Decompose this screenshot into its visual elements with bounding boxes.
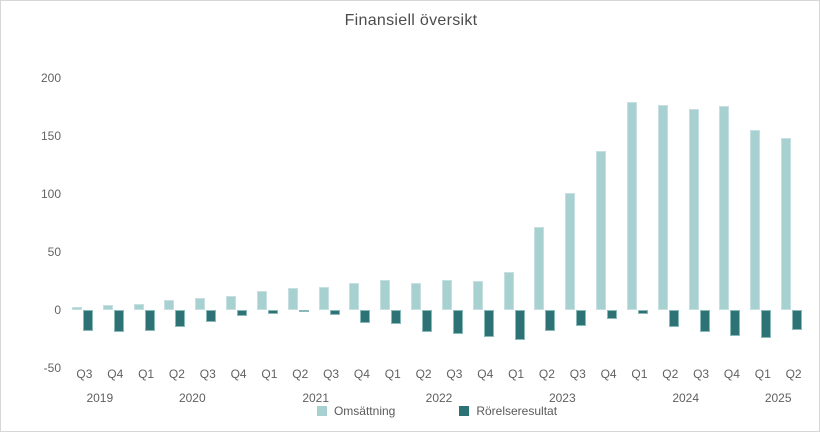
bar-omsattning: [256, 291, 267, 310]
bar-rorelseresultat: [607, 310, 618, 320]
legend-label-omsattning: Omsättning: [333, 404, 396, 418]
rorelseresultat-swatch-icon: [459, 406, 470, 416]
bar-rorelseresultat: [113, 310, 124, 332]
bar-rorelseresultat: [452, 310, 463, 335]
x-quarter-label: Q1: [631, 367, 648, 381]
x-year-label: 2023: [548, 391, 576, 405]
bar-rorelseresultat: [545, 310, 556, 331]
bar-rorelseresultat: [298, 310, 309, 313]
x-quarter-label: Q3: [569, 367, 586, 381]
y-tick-label: 100: [40, 187, 61, 201]
x-quarter-label: Q2: [168, 367, 185, 381]
x-quarter-label: Q3: [199, 367, 216, 381]
bar-omsattning: [71, 306, 82, 310]
y-tick-label: 200: [40, 71, 61, 85]
x-quarter-label: Q1: [384, 367, 401, 381]
x-quarter-label: Q1: [138, 367, 155, 381]
x-year-label: 2020: [178, 391, 206, 405]
x-quarter-label: Q2: [662, 367, 679, 381]
x-quarter-label: Q4: [477, 367, 494, 381]
x-quarter-label: Q3: [76, 367, 93, 381]
bar-omsattning: [195, 298, 206, 310]
x-year-label: 2019: [86, 391, 114, 405]
bar-omsattning: [503, 271, 514, 310]
x-quarter-label: Q4: [600, 367, 617, 381]
bar-omsattning: [349, 283, 360, 310]
bar-omsattning: [565, 192, 576, 310]
bar-rorelseresultat: [576, 310, 587, 327]
bar-omsattning: [657, 104, 668, 310]
bar-omsattning: [102, 305, 113, 310]
legend-item-omsattning[interactable]: Omsättning: [316, 404, 396, 418]
x-year-label: 2022: [425, 391, 453, 405]
bar-rorelseresultat: [206, 310, 217, 322]
x-quarter-label: Q2: [785, 367, 802, 381]
bar-omsattning: [441, 279, 452, 310]
bar-omsattning: [472, 281, 483, 310]
bar-rorelseresultat: [329, 310, 340, 315]
bar-rorelseresultat: [699, 310, 710, 332]
bar-rorelseresultat: [144, 310, 155, 331]
bar-omsattning: [226, 296, 237, 310]
bar-omsattning: [411, 283, 422, 310]
bar-omsattning: [287, 288, 298, 310]
bar-rorelseresultat: [730, 310, 741, 336]
bar-rorelseresultat: [761, 310, 772, 338]
x-quarter-label: Q3: [693, 367, 710, 381]
bar-omsattning: [719, 105, 730, 310]
x-quarter-label: Q1: [508, 367, 525, 381]
y-tick-label: 150: [40, 129, 61, 143]
x-quarter-label: Q4: [230, 367, 247, 381]
bar-omsattning: [781, 138, 792, 310]
bar-rorelseresultat: [360, 310, 371, 323]
x-quarter-label: Q3: [446, 367, 463, 381]
x-year-label: 2025: [764, 391, 792, 405]
bar-rorelseresultat: [267, 310, 278, 314]
bar-rorelseresultat: [237, 310, 248, 316]
bar-omsattning: [133, 304, 144, 310]
bar-rorelseresultat: [483, 310, 494, 337]
bar-rorelseresultat: [175, 310, 186, 328]
x-quarter-label: Q2: [415, 367, 432, 381]
chart-title: Finansiell översikt: [344, 12, 478, 29]
bar-omsattning: [750, 130, 761, 310]
omsattning-swatch-icon: [316, 406, 327, 416]
bar-rorelseresultat: [422, 310, 433, 332]
x-quarter-label: Q2: [292, 367, 309, 381]
legend-item-rorelseresultat[interactable]: Rörelseresultat: [459, 404, 557, 418]
bar-omsattning: [534, 226, 545, 310]
bar-rorelseresultat: [668, 310, 679, 328]
y-tick-label: 50: [47, 245, 61, 259]
bar-rorelseresultat: [391, 310, 402, 324]
bar-omsattning: [318, 286, 329, 310]
legend-label-rorelseresultat: Rörelseresultat: [476, 404, 558, 418]
x-quarter-label: Q1: [261, 367, 278, 381]
x-quarter-label: Q4: [107, 367, 124, 381]
y-tick-label: 0: [54, 303, 61, 317]
x-quarter-label: Q1: [754, 367, 771, 381]
x-quarter-label: Q3: [323, 367, 340, 381]
bar-omsattning: [164, 299, 175, 310]
x-year-label: 2024: [672, 391, 700, 405]
bar-rorelseresultat: [82, 310, 93, 331]
x-quarter-label: Q4: [353, 367, 370, 381]
x-year-label: 2021: [302, 391, 330, 405]
bar-rorelseresultat: [514, 310, 525, 341]
bar-omsattning: [626, 102, 637, 310]
x-quarter-label: Q4: [723, 367, 740, 381]
bar-rorelseresultat: [637, 310, 648, 314]
y-tick-label: -50: [43, 361, 61, 375]
legend: Omsättning Rörelseresultat: [67, 404, 807, 418]
bar-omsattning: [688, 109, 699, 310]
bar-omsattning: [596, 151, 607, 310]
bar-omsattning: [380, 279, 391, 310]
x-quarter-label: Q2: [538, 367, 555, 381]
bar-rorelseresultat: [792, 310, 803, 330]
